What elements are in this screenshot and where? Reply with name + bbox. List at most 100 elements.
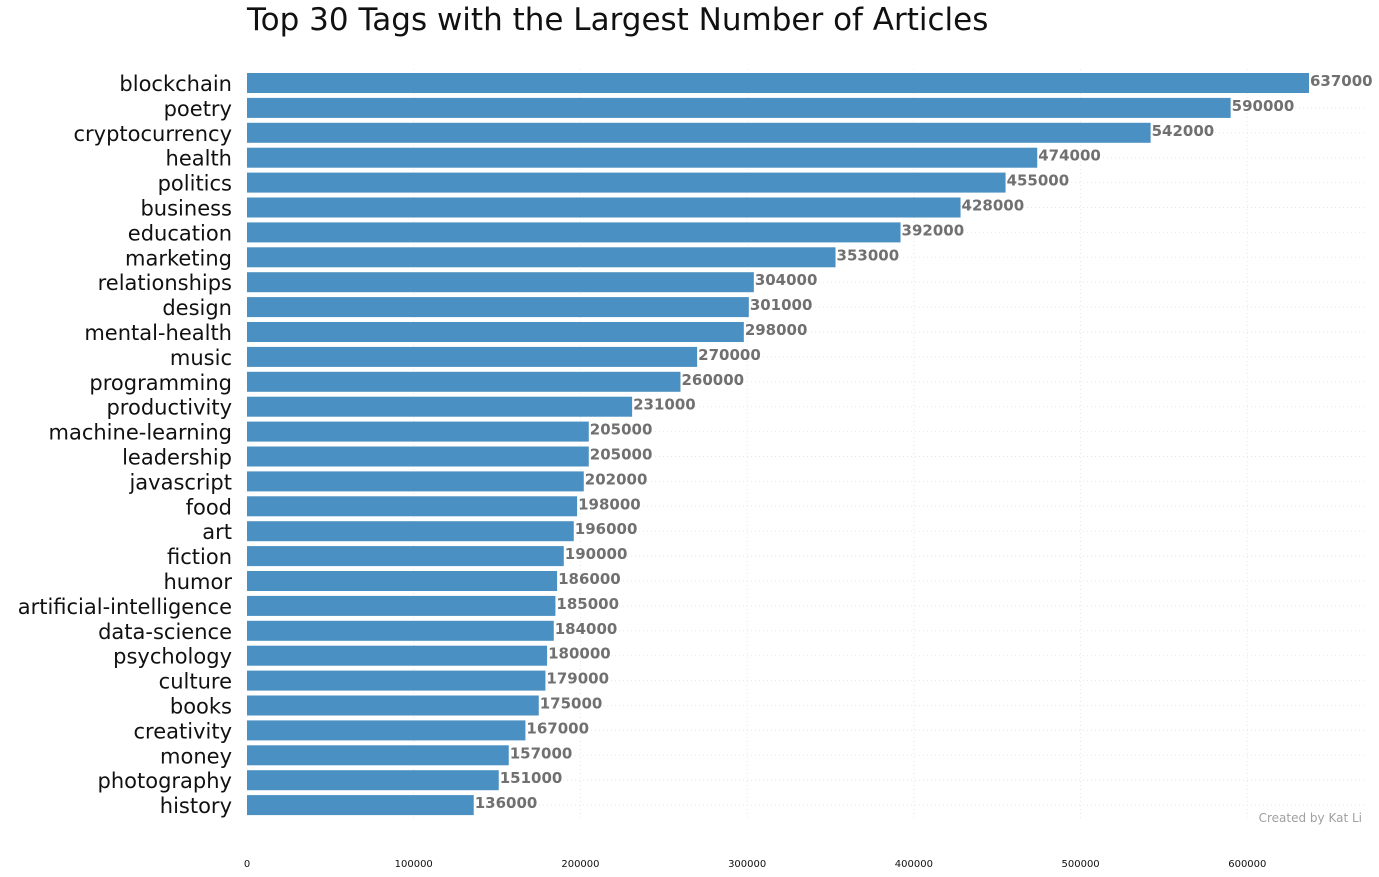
category-label: design: [162, 296, 232, 320]
category-label: poetry: [164, 97, 232, 121]
bar: [247, 222, 901, 243]
value-label: 190000: [565, 545, 628, 563]
x-tick-label: 100000: [395, 859, 433, 870]
x-tick-label: 200000: [561, 859, 599, 870]
bar: [247, 546, 564, 567]
bar: [247, 272, 754, 293]
x-tick-label: 0: [244, 859, 250, 870]
bar: [247, 297, 749, 318]
category-label: blockchain: [119, 72, 232, 96]
bar: [247, 122, 1151, 143]
category-label: mental-health: [84, 321, 232, 345]
credit-annotation: Created by Kat Li: [1259, 811, 1362, 825]
value-label: 455000: [1007, 172, 1070, 190]
category-label: fiction: [167, 545, 232, 569]
value-label: 590000: [1232, 97, 1295, 115]
category-label: art: [202, 520, 232, 544]
bar: [247, 795, 474, 816]
value-label: 186000: [558, 570, 621, 588]
value-label: 542000: [1152, 122, 1215, 140]
category-label: politics: [158, 172, 232, 196]
value-label: 151000: [500, 769, 563, 787]
bar: [247, 695, 539, 716]
bar: [247, 322, 744, 342]
value-label: 184000: [555, 620, 618, 638]
value-label: 392000: [902, 221, 965, 239]
category-labels: blockchainpoetrycryptocurrencyhealthpoli…: [18, 72, 233, 818]
x-tick-label: 600000: [1228, 859, 1266, 870]
value-label: 301000: [750, 296, 813, 314]
bar: [247, 471, 584, 492]
category-label: cryptocurrency: [73, 122, 232, 146]
value-label: 205000: [590, 421, 653, 439]
category-label: data-science: [98, 620, 232, 644]
value-label: 637000: [1310, 72, 1373, 90]
x-tick-label: 500000: [1062, 859, 1100, 870]
value-label: 136000: [475, 794, 538, 812]
bar: [247, 371, 681, 392]
category-label: health: [166, 147, 232, 171]
category-label: books: [170, 695, 232, 719]
value-label: 474000: [1038, 147, 1101, 165]
category-label: machine-learning: [49, 421, 233, 445]
category-label: photography: [98, 769, 232, 793]
category-label: programming: [89, 371, 232, 395]
category-label: psychology: [113, 645, 232, 669]
bar: [247, 496, 578, 517]
value-label: 353000: [837, 246, 900, 264]
value-labels: 637000 590000 542000 474000 455000 428000 3920…: [475, 72, 1373, 812]
bar: [247, 770, 499, 791]
x-tick-label: 400000: [895, 859, 933, 870]
bar: [247, 446, 589, 467]
bar: [247, 147, 1038, 168]
bar: [247, 745, 509, 766]
chart-title: Top 30 Tags with the Largest Number of A…: [247, 2, 989, 38]
bar: [247, 620, 554, 641]
category-label: creativity: [134, 719, 233, 743]
bar: [247, 720, 526, 741]
value-label: 180000: [548, 645, 611, 663]
value-label: 175000: [540, 695, 603, 713]
value-label: 198000: [578, 495, 641, 513]
bar: [247, 73, 1309, 93]
bar: [247, 172, 1006, 193]
bar: [247, 346, 698, 367]
bars: [247, 73, 1309, 816]
category-label: education: [128, 221, 232, 245]
bar: [247, 645, 548, 666]
category-label: money: [160, 744, 232, 768]
x-axis-ticks: 0 100000 200000 300000 400000 500000 600000: [244, 859, 1267, 870]
value-label: 185000: [556, 595, 619, 613]
category-label: leadership: [122, 446, 232, 470]
bar: [247, 670, 546, 691]
category-label: food: [186, 495, 232, 519]
value-label: 231000: [633, 396, 696, 414]
bar: [247, 247, 836, 268]
category-label: business: [140, 197, 232, 221]
bar: [247, 97, 1231, 118]
category-label: history: [160, 794, 232, 818]
category-label: relationships: [98, 271, 232, 295]
bar: [247, 521, 574, 542]
x-tick-label: 300000: [728, 859, 766, 870]
value-label: 260000: [681, 371, 744, 389]
category-label: music: [170, 346, 232, 370]
value-label: 157000: [510, 744, 573, 762]
bar: [247, 421, 589, 442]
value-label: 428000: [962, 197, 1025, 215]
bar: [247, 595, 556, 616]
bar: [247, 197, 961, 218]
value-label: 179000: [546, 670, 609, 688]
category-label: humor: [163, 570, 232, 594]
category-label: culture: [159, 670, 232, 694]
value-label: 196000: [575, 520, 638, 538]
value-label: 202000: [585, 470, 648, 488]
category-label: javascript: [128, 470, 232, 494]
bar: [247, 571, 558, 591]
category-label: artificial-intelligence: [18, 595, 232, 619]
value-label: 304000: [755, 271, 818, 289]
value-label: 298000: [745, 321, 808, 339]
category-label: productivity: [106, 396, 232, 420]
category-label: marketing: [125, 246, 232, 270]
